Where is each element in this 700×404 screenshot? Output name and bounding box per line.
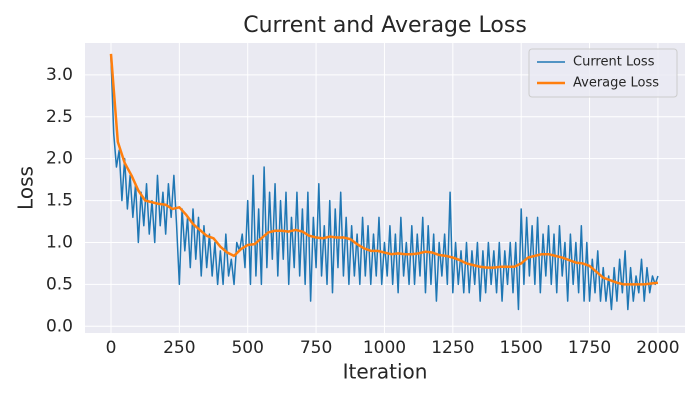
y-tick-label: 0.0 xyxy=(46,316,73,336)
x-tick-label: 1750 xyxy=(568,338,611,358)
x-axis-label: Iteration xyxy=(343,360,428,384)
x-tick-label: 500 xyxy=(231,338,263,358)
y-tick-label: 3.0 xyxy=(46,65,73,85)
x-tick-label: 750 xyxy=(300,338,332,358)
y-tick-label: 2.0 xyxy=(46,149,73,169)
y-axis-label: Loss xyxy=(14,166,38,210)
y-tick-label: 1.5 xyxy=(46,191,73,211)
y-tick-label: 2.5 xyxy=(46,107,73,127)
x-tick-label: 250 xyxy=(163,338,195,358)
loss-line xyxy=(110,58,659,311)
x-tick-label: 1500 xyxy=(500,338,543,358)
legend-box xyxy=(528,48,678,98)
loss-line xyxy=(109,53,659,286)
x-tick-label: 1250 xyxy=(431,338,474,358)
legend-label: Current Loss xyxy=(573,55,655,70)
legend-label: Average Loss xyxy=(573,76,659,91)
chart-title: Current and Average Loss xyxy=(243,13,527,38)
y-tick-label: 1.0 xyxy=(46,232,73,252)
x-tick-label: 1000 xyxy=(363,338,406,358)
y-tick-label: 0.5 xyxy=(46,274,73,294)
x-tick-label: 2000 xyxy=(636,338,679,358)
x-tick-label: 0 xyxy=(106,338,117,358)
